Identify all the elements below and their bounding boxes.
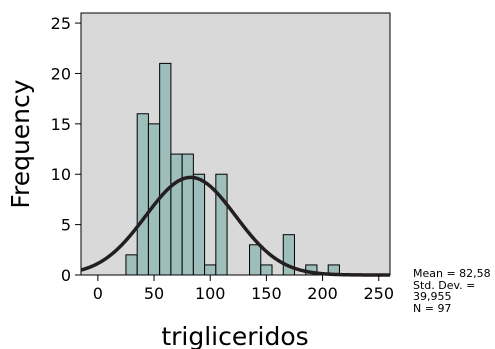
- x-tick-label: 200: [307, 284, 338, 303]
- histogram-bar: [249, 244, 262, 276]
- x-tick-label: 0: [93, 284, 103, 303]
- histogram-bar: [170, 153, 183, 276]
- y-tick-label: 25: [51, 14, 71, 33]
- histogram-bar: [125, 254, 138, 276]
- y-tick-label: 0: [61, 266, 71, 285]
- x-tick-label: 250: [363, 284, 394, 303]
- y-tick-label: 20: [51, 64, 71, 83]
- y-tick-label: 10: [51, 165, 71, 184]
- stats-std-label: Std. Dev. =: [413, 278, 476, 292]
- stats-box: Mean = 82,58 Std. Dev. = 39,955 N = 97: [413, 268, 493, 314]
- stats-mean: Mean = 82,58: [413, 267, 491, 280]
- x-axis-title: trigliceridos: [161, 322, 308, 349]
- histogram-bar: [159, 62, 172, 276]
- histogram-bar: [282, 234, 295, 276]
- bars-group: [125, 62, 340, 276]
- x-tick-label: 100: [195, 284, 226, 303]
- histogram-bar: [204, 264, 217, 276]
- histogram-bar: [260, 264, 273, 276]
- x-tick-label: 50: [144, 284, 164, 303]
- histogram-bar: [181, 153, 194, 276]
- y-tick-label: 15: [51, 115, 71, 134]
- stats-std-value: 39,955: [413, 290, 452, 303]
- y-axis-title: Frequency: [6, 79, 35, 208]
- histogram-bar: [192, 173, 206, 276]
- y-tick-label: 5: [61, 216, 71, 235]
- normal-curve: [80, 175, 390, 277]
- x-tick-label: 150: [251, 284, 282, 303]
- plot-area: [80, 12, 391, 276]
- histogram-bar: [215, 173, 228, 276]
- histogram-bar: [136, 113, 149, 276]
- stats-n: N = 97: [413, 301, 452, 315]
